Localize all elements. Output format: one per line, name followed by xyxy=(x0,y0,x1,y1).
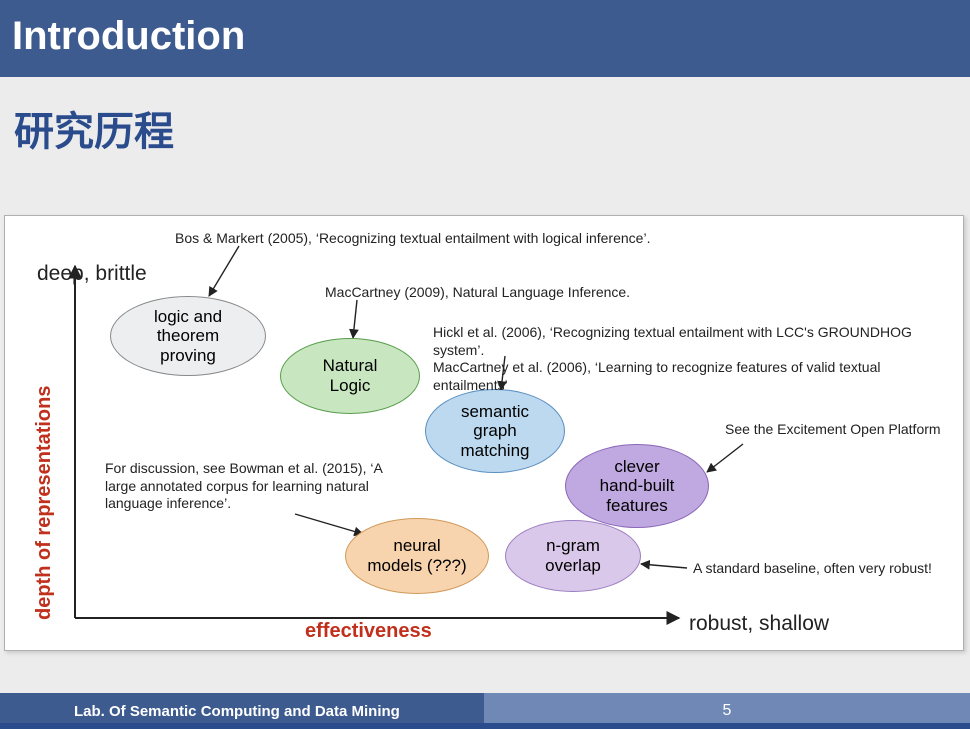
node-logic: logic andtheoremproving xyxy=(110,296,266,376)
node-neural: neuralmodels (???) xyxy=(345,518,489,594)
annotation-a_logic: Bos & Markert (2005), ‘Recognizing textu… xyxy=(175,230,735,248)
footer-edge xyxy=(0,723,970,729)
axis-y-label: depth of representations xyxy=(33,386,56,620)
slide-subtitle: 研究历程 xyxy=(0,77,970,167)
diagram-container: deep, brittle robust, shallow depth of r… xyxy=(4,215,964,651)
axis-bottom-right-label: robust, shallow xyxy=(689,612,829,636)
axis-top-left-label: deep, brittle xyxy=(37,262,147,286)
annotation-a_ngram: A standard baseline, often very robust! xyxy=(693,560,953,578)
slide-title: Introduction xyxy=(12,14,952,59)
title-bar: Introduction xyxy=(0,0,970,77)
annotation-a_natlogic: MacCartney (2009), Natural Language Infe… xyxy=(325,284,685,302)
node-ngram: n-gramoverlap xyxy=(505,520,641,592)
axis-x-label: effectiveness xyxy=(305,620,432,643)
annotation-a_semgraph: Hickl et al. (2006), ‘Recognizing textua… xyxy=(433,324,953,394)
annotation-a_neural: For discussion, see Bowman et al. (2015)… xyxy=(105,460,385,513)
annotation-a_clever: See the Excitement Open Platform xyxy=(725,421,955,439)
node-clever: cleverhand-builtfeatures xyxy=(565,444,709,528)
node-natlogic: NaturalLogic xyxy=(280,338,420,414)
slide: Introduction 研究历程 deep, brittle robust, … xyxy=(0,0,970,729)
node-semgraph: semanticgraphmatching xyxy=(425,389,565,473)
diagram: deep, brittle robust, shallow depth of r… xyxy=(5,216,963,650)
